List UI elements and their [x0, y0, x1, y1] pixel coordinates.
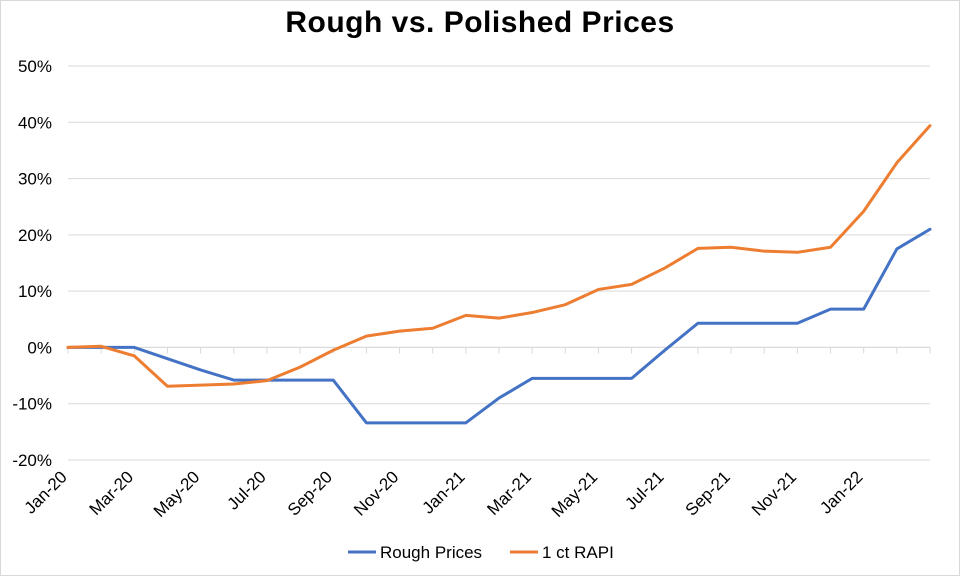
- x-tick-label: May-20: [150, 467, 204, 521]
- y-tick-label: -10%: [12, 395, 52, 414]
- y-tick-label: 50%: [18, 57, 52, 76]
- legend: Rough Prices 1 ct RAPI: [348, 543, 614, 562]
- y-tick-label: 0%: [27, 338, 52, 357]
- x-tick-label: Sep-21: [682, 467, 734, 519]
- x-tick-label: Jan-21: [418, 467, 468, 517]
- chart-title: Rough vs. Polished Prices: [285, 6, 675, 39]
- x-tick-label: Nov-20: [350, 467, 402, 519]
- series-line-1-ct-rapi: [66, 124, 932, 388]
- legend-label: 1 ct RAPI: [542, 543, 614, 562]
- series-line-rough-prices: [66, 227, 932, 425]
- y-axis-ticks: -20% -10% 0% 10% 20% 30% 40% 50%: [12, 57, 52, 470]
- x-tick-label: May-21: [548, 467, 602, 521]
- legend-label: Rough Prices: [380, 543, 482, 562]
- series-lines: [66, 124, 932, 425]
- x-axis: [67, 346, 931, 354]
- x-tick-label: Jan-22: [816, 467, 866, 517]
- x-tick-label: Jul-21: [621, 467, 667, 513]
- x-tick-label: Nov-21: [748, 467, 800, 519]
- y-tick-label: 20%: [18, 226, 52, 245]
- x-tick-label: Jul-20: [224, 467, 270, 513]
- x-tick-label: Mar-21: [483, 467, 535, 519]
- y-tick-label: 10%: [18, 282, 52, 301]
- y-tick-label: 30%: [18, 170, 52, 189]
- x-tick-label: Jan-20: [21, 467, 71, 517]
- x-tick-label: Mar-20: [86, 467, 138, 519]
- y-tick-label: 40%: [18, 113, 52, 132]
- gridlines: [68, 65, 930, 461]
- x-axis-ticks: Jan-20 Mar-20 May-20 Jul-20 Sep-20 Nov-20 Jan-…: [21, 467, 867, 521]
- y-tick-label: -20%: [12, 451, 52, 470]
- x-tick-label: Sep-20: [284, 467, 336, 519]
